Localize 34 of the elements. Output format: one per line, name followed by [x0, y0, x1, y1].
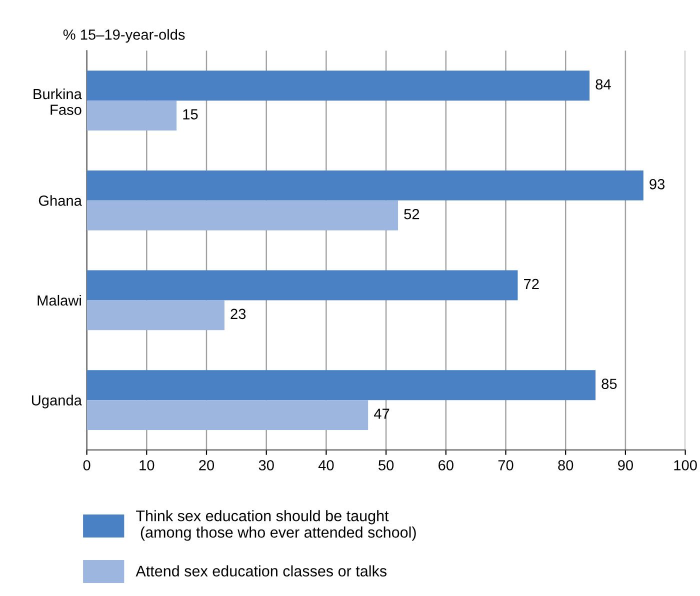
x-tick-label: 80	[558, 460, 574, 470]
x-tick-label: 100	[674, 460, 697, 470]
data-label: 84	[596, 79, 611, 90]
data-label: 93	[650, 179, 665, 190]
data-label: 52	[404, 208, 420, 220]
y-tick-label: Ghana	[38, 195, 82, 206]
x-tick-label: 0	[83, 460, 90, 470]
bar	[86, 170, 644, 200]
legend-label: Think sex education should be taught (among those who ever attended school)	[136, 510, 416, 541]
bar	[86, 400, 368, 430]
x-tick-label: 60	[438, 460, 454, 470]
y-tick-label: Burkina Faso	[34, 88, 82, 115]
data-label: 72	[524, 278, 539, 290]
y-tick-label: Malawi	[38, 294, 81, 306]
y-axis-title: % 15–19-year-olds	[63, 29, 185, 43]
bar	[86, 270, 518, 300]
bar	[86, 70, 590, 101]
x-tick-label: 30	[258, 460, 274, 470]
bar	[86, 100, 177, 131]
bar	[86, 200, 398, 230]
bar	[86, 300, 224, 330]
bar	[86, 370, 596, 400]
data-label: 23	[230, 308, 246, 320]
y-tick-label: Uganda	[32, 394, 82, 408]
x-tick-label: 90	[618, 460, 633, 470]
x-tick-label: 40	[318, 460, 334, 470]
x-tick-label: 20	[199, 460, 214, 470]
data-label: 85	[602, 378, 617, 390]
data-label: 15	[183, 109, 198, 120]
x-tick-label: 50	[378, 460, 394, 470]
legend-label: Attend sex education classes or talks	[136, 565, 387, 577]
data-label: 47	[374, 408, 390, 419]
x-tick-label: 70	[498, 460, 514, 470]
x-tick-label: 10	[140, 460, 154, 470]
